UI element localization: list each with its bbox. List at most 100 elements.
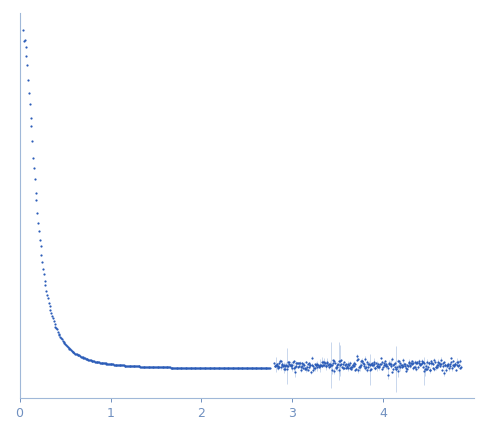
Point	[187, 364, 195, 371]
Point	[86, 357, 94, 364]
Point	[221, 365, 228, 372]
Point	[31, 175, 39, 182]
Point	[428, 364, 436, 371]
Point	[140, 363, 148, 370]
Point	[140, 363, 147, 370]
Point	[342, 363, 350, 370]
Point	[184, 364, 192, 371]
Point	[433, 362, 441, 369]
Point	[74, 351, 81, 358]
Point	[452, 359, 460, 366]
Point	[288, 364, 296, 371]
Point	[160, 364, 168, 371]
Point	[386, 360, 394, 367]
Point	[380, 361, 388, 368]
Point	[389, 366, 397, 373]
Point	[213, 364, 221, 371]
Point	[346, 363, 354, 370]
Point	[383, 371, 391, 378]
Point	[38, 251, 45, 258]
Point	[54, 328, 61, 335]
Point	[390, 359, 398, 366]
Point	[381, 361, 389, 368]
Point	[374, 363, 382, 370]
Point	[450, 360, 458, 367]
Point	[445, 363, 452, 370]
Point	[424, 360, 431, 367]
Point	[282, 361, 289, 368]
Point	[334, 366, 342, 373]
Point	[52, 325, 60, 332]
Point	[313, 360, 321, 367]
Point	[455, 364, 463, 371]
Point	[132, 363, 140, 370]
Point	[393, 367, 401, 374]
Point	[256, 365, 264, 372]
Point	[123, 362, 131, 369]
Point	[273, 364, 281, 371]
Point	[354, 355, 362, 362]
Point	[236, 365, 244, 372]
Point	[336, 356, 344, 363]
Point	[213, 364, 221, 371]
Point	[254, 365, 262, 372]
Point	[423, 364, 431, 371]
Point	[209, 364, 217, 371]
Point	[108, 361, 116, 368]
Point	[373, 364, 381, 371]
Point	[79, 354, 86, 361]
Point	[260, 365, 268, 372]
Point	[63, 343, 71, 350]
Point	[45, 303, 53, 310]
Point	[323, 360, 331, 367]
Point	[82, 355, 90, 362]
Point	[147, 364, 155, 371]
Point	[102, 360, 110, 367]
Point	[117, 362, 125, 369]
Point	[229, 365, 237, 372]
Point	[434, 360, 442, 367]
Point	[28, 137, 36, 144]
Point	[24, 77, 32, 84]
Point	[314, 364, 322, 371]
Point	[230, 365, 238, 372]
Point	[437, 357, 445, 364]
Point	[365, 366, 373, 373]
Point	[449, 363, 457, 370]
Point	[384, 364, 391, 371]
Point	[149, 364, 157, 371]
Point	[74, 352, 82, 359]
Point	[366, 361, 374, 368]
Point	[226, 365, 234, 372]
Point	[169, 364, 177, 371]
Point	[142, 363, 150, 370]
Point	[412, 358, 420, 365]
Point	[168, 364, 176, 371]
Point	[351, 367, 359, 374]
Point	[372, 362, 380, 369]
Point	[435, 362, 443, 369]
Point	[69, 349, 77, 356]
Point	[379, 362, 386, 369]
Point	[286, 362, 294, 369]
Point	[364, 361, 371, 368]
Point	[145, 364, 153, 371]
Point	[351, 365, 359, 372]
Point	[176, 364, 183, 371]
Point	[115, 361, 122, 368]
Point	[428, 360, 436, 367]
Point	[422, 358, 430, 365]
Point	[271, 362, 279, 369]
Point	[318, 359, 325, 366]
Point	[195, 364, 203, 371]
Point	[349, 363, 357, 370]
Point	[285, 362, 293, 369]
Point	[429, 365, 437, 372]
Point	[158, 364, 166, 371]
Point	[287, 362, 295, 369]
Point	[94, 359, 102, 366]
Point	[403, 365, 410, 372]
Point	[407, 358, 415, 365]
Point	[87, 357, 95, 364]
Point	[372, 363, 380, 370]
